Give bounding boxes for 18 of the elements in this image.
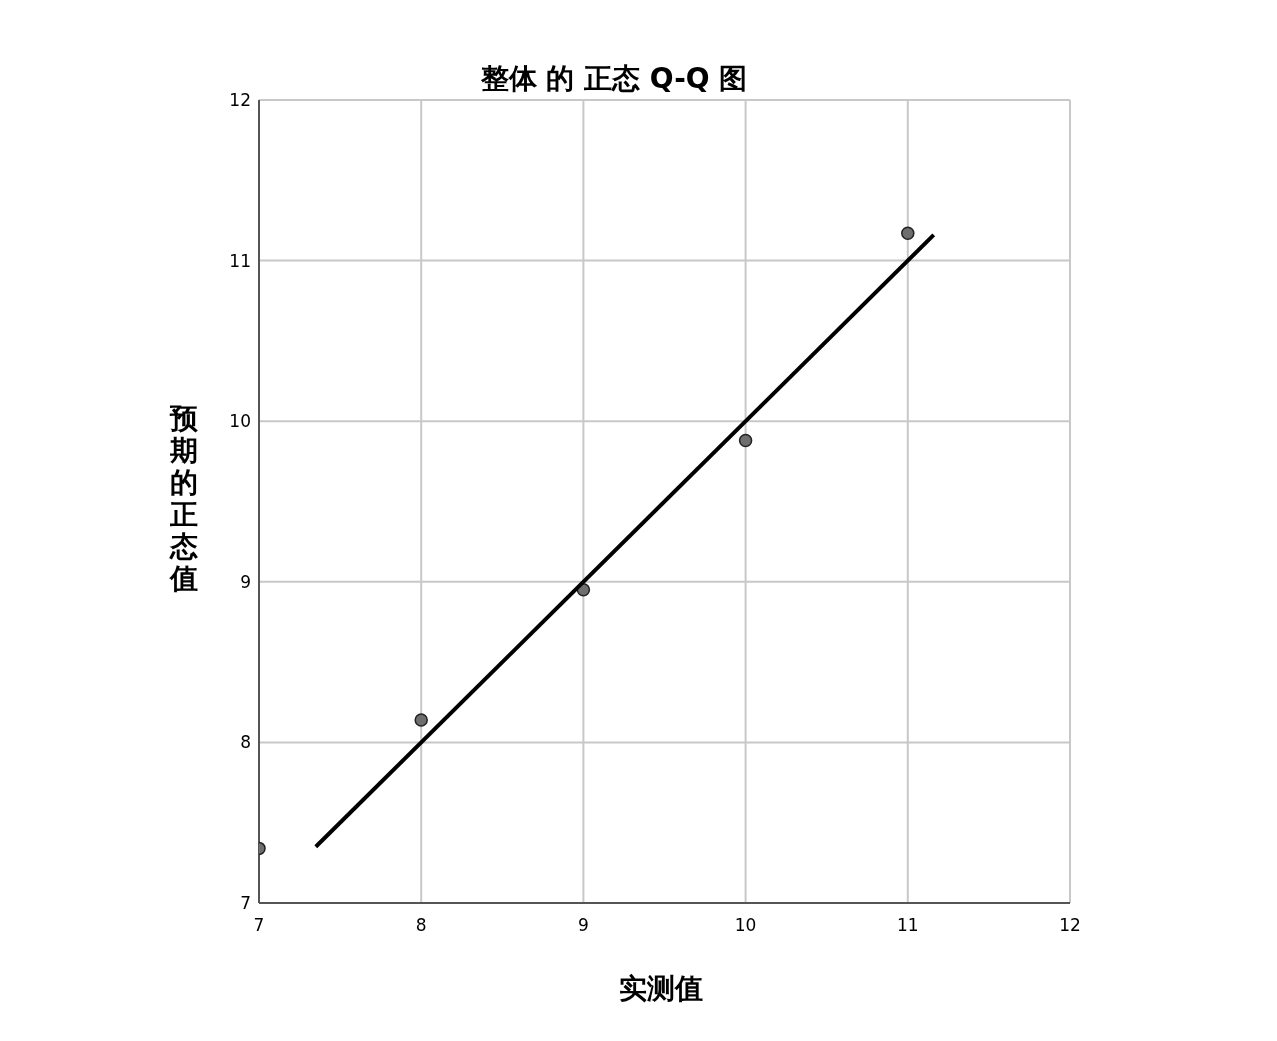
y-tick-label: 9 [240,571,251,592]
chart-title: 整体 的 正态 Q-Q 图 [480,62,748,95]
point [414,713,428,727]
x-tick-label: 8 [415,915,427,936]
y-tick-label: 8 [240,732,251,753]
y-tick-label: 7 [240,893,251,914]
point [901,226,915,241]
y-tick-label: 12 [229,90,251,111]
point [738,433,753,448]
x-tick-label: 9 [577,915,589,936]
x-tick-label: 11 [896,915,919,936]
y-axis-title: 预期的正态值 [168,402,199,595]
x-tick-label: 10 [734,915,757,936]
x-tick-label: 7 [253,915,265,936]
y-tick-label: 11 [229,250,251,271]
x-axis-title: 实测值 [617,971,704,1007]
x-tick-label: 12 [1059,915,1081,936]
y-tick-label: 10 [229,411,251,432]
